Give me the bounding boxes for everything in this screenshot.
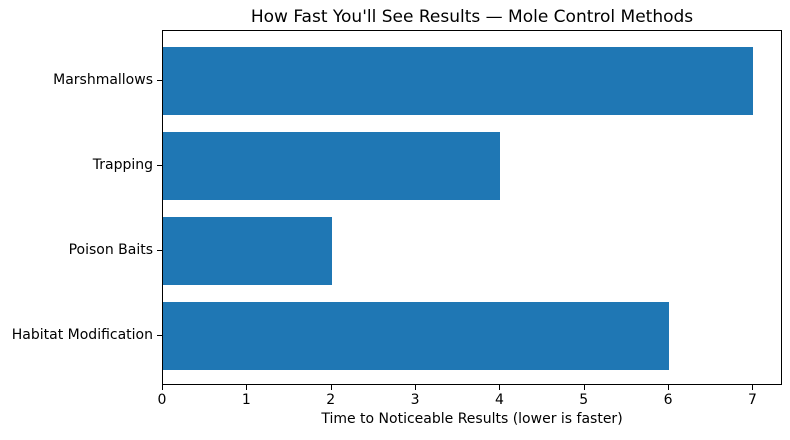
x-tick-mark [583,385,585,390]
x-axis-label: Time to Noticeable Results (lower is fas… [321,411,623,427]
x-tick-mark [668,385,670,390]
x-tick-mark [415,385,417,390]
x-tick-label: 5 [579,392,589,408]
y-tick-mark [157,334,162,336]
y-tick-label: Habitat Modification [11,326,153,343]
x-tick-label: 6 [663,392,673,408]
bar-poison-baits [163,216,332,285]
x-tick-label: 4 [494,392,504,408]
x-tick-label: 1 [241,392,251,408]
y-tick-label: Marshmallows [53,72,153,89]
bar-marshmallows [163,47,754,116]
y-tick-label: Trapping [92,157,153,174]
y-tick-mark [157,80,162,82]
y-tick-label: Poison Baits [68,241,153,258]
y-tick-mark [157,165,162,167]
x-tick-label: 2 [326,392,336,408]
bar-trapping [163,132,501,200]
chart-title: How Fast You'll See Results — Mole Contr… [250,7,694,27]
x-tick-label: 3 [410,392,420,408]
x-tick-mark [752,385,754,390]
x-tick-mark [246,385,248,390]
x-tick-mark [162,385,163,390]
x-tick-mark [499,385,501,390]
x-tick-label: 0 [157,392,167,408]
x-tick-mark [330,385,332,390]
y-tick-mark [157,249,162,251]
plot-area [162,30,782,385]
x-tick-label: 7 [748,392,757,408]
bar-habitat-modification [163,301,670,370]
